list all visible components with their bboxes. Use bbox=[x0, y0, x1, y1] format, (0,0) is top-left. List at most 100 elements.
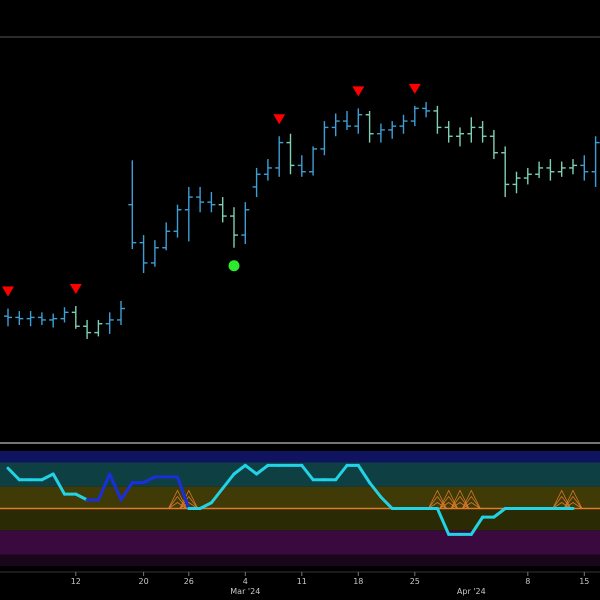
ohlc-bar[interactable] bbox=[117, 300, 125, 325]
mesh-line bbox=[563, 489, 583, 509]
ohlc-bar[interactable] bbox=[489, 129, 498, 160]
oscillator-segment bbox=[176, 475, 191, 510]
oscillator-segment bbox=[209, 486, 225, 505]
mesh-line bbox=[179, 489, 199, 509]
axis-tick-label: 4 bbox=[243, 577, 248, 586]
ohlc-bar[interactable] bbox=[444, 121, 453, 143]
ohlc-bar[interactable] bbox=[162, 222, 171, 251]
oscillator-segment bbox=[142, 475, 157, 485]
ohlc-bar[interactable] bbox=[150, 240, 159, 267]
ohlc-bar[interactable] bbox=[4, 308, 12, 327]
oscillator-segment bbox=[96, 472, 112, 502]
mesh-line bbox=[462, 502, 481, 509]
ohlc-bar[interactable] bbox=[546, 159, 555, 181]
ohlc-bar[interactable] bbox=[523, 167, 532, 185]
mesh-line bbox=[439, 489, 459, 509]
mesh-line bbox=[450, 489, 470, 509]
ohlc-bar[interactable] bbox=[139, 235, 148, 274]
ohlc-bar[interactable] bbox=[501, 146, 510, 198]
ohlc-bar[interactable] bbox=[365, 110, 374, 143]
ohlc-bar[interactable] bbox=[591, 136, 600, 187]
axis-tick-label: 26 bbox=[184, 577, 194, 586]
oscillator-segment bbox=[119, 481, 134, 502]
ohlc-bar[interactable] bbox=[275, 136, 284, 177]
mesh-line bbox=[439, 495, 459, 509]
ohlc-bar[interactable] bbox=[94, 319, 103, 337]
ohlc-bar[interactable] bbox=[49, 313, 58, 328]
axis-tick-label: 11 bbox=[297, 577, 307, 586]
oscillator-zone bbox=[0, 486, 600, 509]
ohlc-bar[interactable] bbox=[230, 207, 238, 248]
ohlc-bar[interactable] bbox=[252, 167, 261, 198]
oscillator-segment bbox=[198, 501, 213, 510]
oscillator-zone bbox=[0, 451, 600, 463]
oscillator-segment bbox=[469, 515, 485, 536]
ohlc-bar[interactable] bbox=[241, 202, 250, 244]
oscillator-segment bbox=[6, 466, 21, 482]
axis-tick-label: 25 bbox=[410, 577, 420, 586]
oscillator-segment bbox=[232, 463, 247, 476]
ohlc-bar[interactable] bbox=[557, 161, 566, 177]
ohlc-bar[interactable] bbox=[410, 105, 419, 127]
sell-triangle-icon bbox=[69, 284, 82, 294]
oscillator-zone bbox=[0, 508, 600, 531]
ohlc-bar[interactable] bbox=[309, 146, 318, 176]
ohlc-bar[interactable] bbox=[297, 155, 306, 177]
ohlc-bar[interactable] bbox=[83, 319, 92, 339]
signal-markers bbox=[2, 83, 421, 297]
ohlc-bar[interactable] bbox=[399, 114, 408, 134]
sell-triangle-icon bbox=[352, 86, 365, 97]
oscillator-segment bbox=[492, 507, 507, 519]
oscillator-segment bbox=[435, 507, 451, 536]
mesh-line bbox=[552, 489, 572, 509]
mesh-line bbox=[552, 495, 572, 509]
ohlc-bar[interactable] bbox=[184, 186, 193, 242]
ohlc-bar[interactable] bbox=[263, 159, 272, 181]
ohlc-bar[interactable] bbox=[320, 121, 329, 156]
oscillator-segment bbox=[368, 481, 383, 499]
ohlc-bar[interactable] bbox=[433, 105, 442, 134]
price-pane[interactable] bbox=[4, 102, 600, 339]
mesh-line bbox=[428, 489, 447, 509]
sell-triangle-icon bbox=[2, 286, 14, 297]
ohlc-bar[interactable] bbox=[26, 311, 35, 327]
ohlc-bar[interactable] bbox=[569, 159, 577, 175]
oscillator-segment bbox=[74, 492, 89, 502]
ohlc-bar[interactable] bbox=[467, 117, 476, 143]
ohlc-bar[interactable] bbox=[37, 312, 46, 325]
ohlc-bar[interactable] bbox=[354, 108, 363, 134]
ohlc-bar[interactable] bbox=[105, 312, 114, 334]
oscillator-pane[interactable] bbox=[0, 451, 600, 566]
ohlc-bar[interactable] bbox=[456, 127, 464, 147]
ohlc-bar[interactable] bbox=[376, 123, 385, 143]
ohlc-bar[interactable] bbox=[218, 197, 227, 223]
ohlc-bar[interactable] bbox=[580, 155, 589, 181]
oscillator-zone bbox=[0, 530, 600, 555]
mesh-line bbox=[179, 502, 199, 509]
ohlc-bar[interactable] bbox=[60, 307, 69, 323]
oscillator-segment bbox=[334, 463, 349, 482]
ohlc-bar[interactable] bbox=[478, 121, 487, 143]
mesh-line bbox=[179, 495, 199, 509]
ohlc-bar[interactable] bbox=[331, 113, 340, 137]
ohlc-bar[interactable] bbox=[196, 186, 205, 213]
ohlc-bar[interactable] bbox=[535, 161, 544, 179]
ohlc-bar[interactable] bbox=[286, 133, 295, 175]
mesh-line bbox=[563, 495, 583, 509]
mesh-line bbox=[450, 495, 470, 509]
ohlc-bar[interactable] bbox=[388, 121, 397, 139]
sell-triangle-icon bbox=[273, 114, 286, 125]
axis-tick-label: 20 bbox=[139, 577, 149, 586]
ohlc-bar[interactable] bbox=[173, 204, 182, 238]
ohlc-bar[interactable] bbox=[71, 306, 80, 329]
ohlc-bar[interactable] bbox=[207, 192, 216, 213]
ohlc-bar[interactable] bbox=[15, 311, 24, 325]
ohlc-bar[interactable] bbox=[422, 102, 431, 118]
oscillator-segment bbox=[379, 495, 394, 510]
ohlc-bar[interactable] bbox=[343, 110, 351, 130]
ohlc-bar[interactable] bbox=[512, 171, 521, 194]
ohlc-bar[interactable] bbox=[128, 160, 137, 249]
axis-tick-label: Apr '24 bbox=[457, 587, 486, 596]
oscillator-segment bbox=[255, 463, 270, 476]
